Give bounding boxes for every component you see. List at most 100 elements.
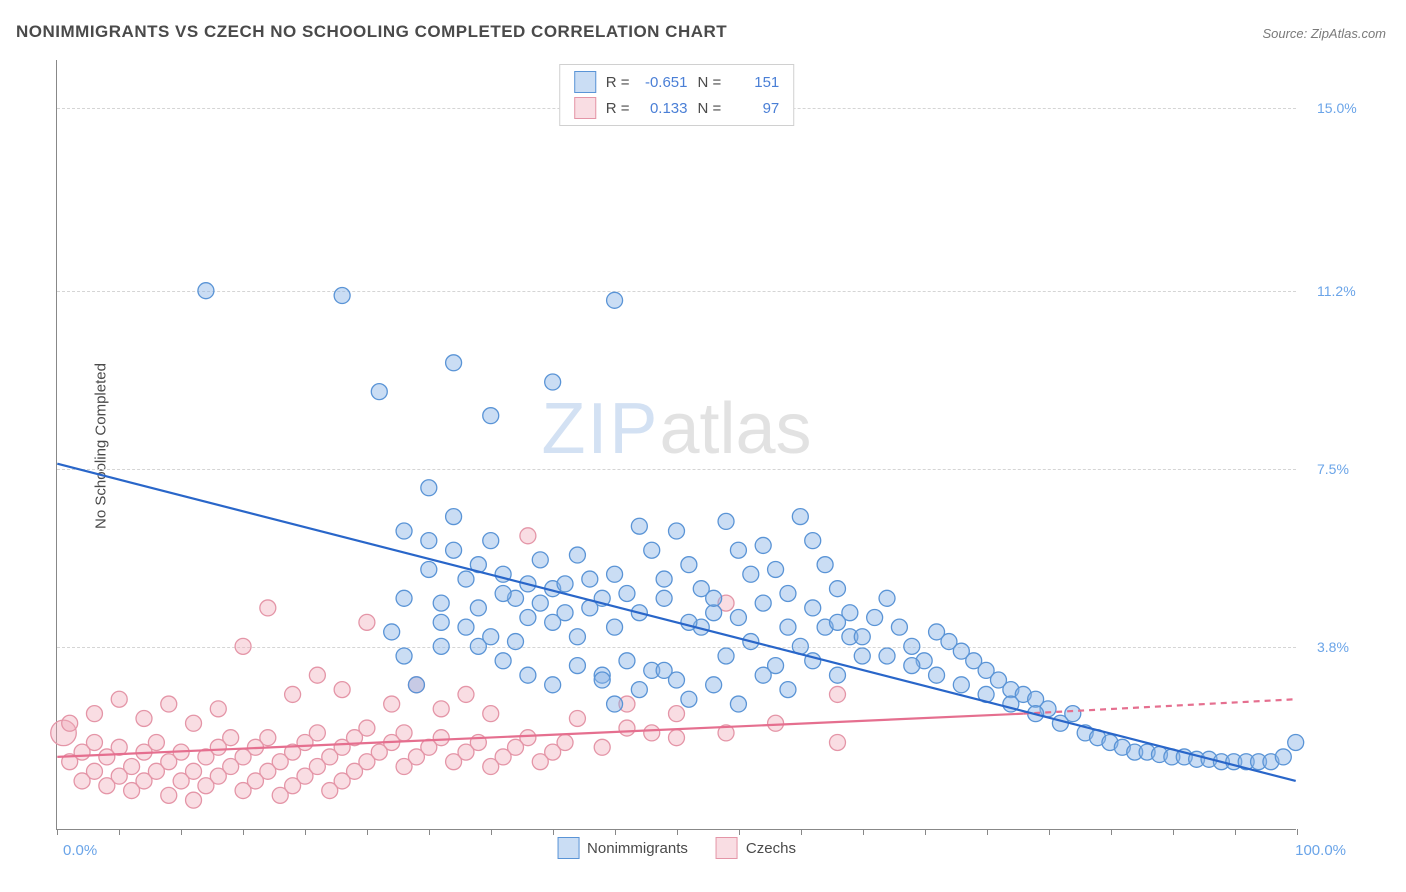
scatter-point: [520, 730, 536, 746]
scatter-point: [569, 629, 585, 645]
scatter-point: [520, 667, 536, 683]
scatter-point: [830, 667, 846, 683]
x-tick: [615, 829, 616, 835]
scatter-point: [532, 552, 548, 568]
scatter-point: [830, 686, 846, 702]
legend-label: Czechs: [746, 840, 796, 857]
scatter-point: [396, 725, 412, 741]
scatter-point: [161, 696, 177, 712]
scatter-point: [656, 662, 672, 678]
x-tick: [243, 829, 244, 835]
scatter-point: [879, 590, 895, 606]
scatter-point: [780, 586, 796, 602]
scatter-point: [953, 677, 969, 693]
scatter-point: [780, 619, 796, 635]
legend-item-nonimmigrants: Nonimmigrants: [557, 837, 688, 859]
x-axis-max-label: 100.0%: [1295, 842, 1346, 859]
scatter-point: [198, 283, 214, 299]
series-legend: Nonimmigrants Czechs: [557, 837, 796, 859]
scatter-point: [408, 677, 424, 693]
x-tick: [553, 829, 554, 835]
scatter-svg: [57, 60, 1296, 829]
scatter-point: [520, 610, 536, 626]
scatter-point: [186, 792, 202, 808]
scatter-point: [644, 542, 660, 558]
scatter-point: [421, 480, 437, 496]
x-tick: [1235, 829, 1236, 835]
n-label: N =: [698, 74, 722, 91]
scatter-point: [805, 533, 821, 549]
scatter-point: [334, 288, 350, 304]
scatter-point: [755, 667, 771, 683]
scatter-point: [359, 720, 375, 736]
scatter-point: [186, 763, 202, 779]
scatter-point: [730, 696, 746, 712]
scatter-point: [891, 619, 907, 635]
x-tick: [863, 829, 864, 835]
scatter-point: [1065, 706, 1081, 722]
trend-line: [57, 714, 1023, 757]
scatter-point: [557, 576, 573, 592]
scatter-point: [607, 619, 623, 635]
scatter-point: [681, 557, 697, 573]
scatter-point: [557, 734, 573, 750]
scatter-point: [867, 610, 883, 626]
scatter-point: [446, 509, 462, 525]
scatter-point: [1275, 749, 1291, 765]
scatter-point: [495, 586, 511, 602]
swatch-czechs: [716, 837, 738, 859]
scatter-point: [446, 542, 462, 558]
scatter-point: [854, 648, 870, 664]
scatter-point: [483, 629, 499, 645]
scatter-point: [186, 715, 202, 731]
scatter-point: [904, 658, 920, 674]
scatter-point: [309, 725, 325, 741]
scatter-point: [594, 739, 610, 755]
scatter-point: [582, 571, 598, 587]
scatter-point: [235, 638, 251, 654]
x-tick: [119, 829, 120, 835]
scatter-point: [421, 533, 437, 549]
scatter-point: [359, 614, 375, 630]
scatter-point: [285, 686, 301, 702]
scatter-point: [433, 614, 449, 630]
stats-legend-row: R = -0.651 N = 151: [574, 71, 780, 93]
x-tick: [739, 829, 740, 835]
scatter-point: [532, 595, 548, 611]
scatter-point: [86, 706, 102, 722]
scatter-point: [433, 730, 449, 746]
scatter-point: [62, 715, 78, 731]
scatter-point: [656, 590, 672, 606]
scatter-point: [446, 355, 462, 371]
scatter-point: [421, 561, 437, 577]
scatter-point: [904, 638, 920, 654]
scatter-point: [260, 600, 276, 616]
plot-area: ZIPatlas R = -0.651 N = 151 R = 0.133 N …: [56, 60, 1296, 830]
x-tick: [57, 829, 58, 835]
scatter-point: [433, 701, 449, 717]
scatter-point: [136, 710, 152, 726]
n-value: 151: [731, 74, 779, 91]
scatter-point: [223, 730, 239, 746]
scatter-point: [619, 586, 635, 602]
x-tick: [491, 829, 492, 835]
n-label: N =: [698, 100, 722, 117]
scatter-point: [830, 734, 846, 750]
scatter-point: [805, 600, 821, 616]
scatter-point: [384, 624, 400, 640]
scatter-point: [334, 682, 350, 698]
scatter-point: [718, 513, 734, 529]
trend-line: [1023, 699, 1295, 713]
scatter-point: [929, 667, 945, 683]
x-tick: [1111, 829, 1112, 835]
scatter-point: [470, 600, 486, 616]
scatter-point: [594, 672, 610, 688]
r-label: R =: [606, 74, 630, 91]
scatter-point: [508, 634, 524, 650]
scatter-point: [730, 610, 746, 626]
x-tick: [367, 829, 368, 835]
legend-label: Nonimmigrants: [587, 840, 688, 857]
scatter-point: [148, 734, 164, 750]
scatter-point: [706, 677, 722, 693]
scatter-point: [817, 557, 833, 573]
